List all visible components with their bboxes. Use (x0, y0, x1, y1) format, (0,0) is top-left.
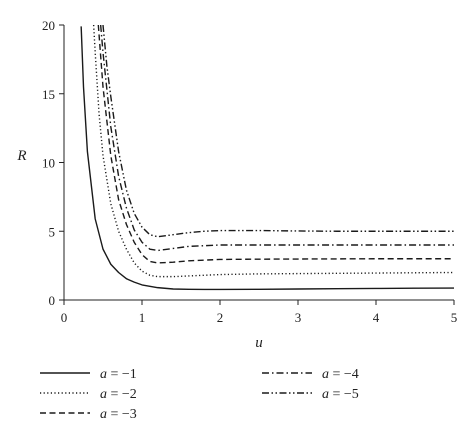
y-tick-label: 10 (42, 156, 55, 171)
legend-item-5: a = −5 (262, 387, 359, 402)
legend-item-4: a = −4 (262, 367, 359, 382)
x-tick-label: 0 (61, 310, 68, 325)
x-tick-label: 3 (295, 310, 302, 325)
legend-label: a = −1 (100, 367, 137, 382)
y-ticks: 0 5 10 15 20 (42, 18, 64, 308)
x-axis-label: u (255, 335, 263, 351)
series-line-1 (80, 26, 455, 291)
y-tick-label: 15 (42, 87, 55, 102)
legend-item-3: a = −3 (40, 407, 137, 422)
series-line-4 (99, 25, 454, 252)
x-ticks: 0 1 2 3 4 5 (61, 300, 458, 325)
series-line-3 (97, 25, 454, 264)
legend-label: a = −3 (100, 407, 137, 422)
y-axis-label: R (16, 148, 26, 164)
plot-area: 0 1 2 3 4 5 0 5 10 15 20 (42, 18, 457, 325)
x-tick-label: 2 (217, 310, 224, 325)
legend-item-2: a = −2 (40, 387, 137, 402)
legend-label: a = −2 (100, 387, 137, 402)
series-line-2 (92, 25, 455, 278)
legend: a = −1 a = −2 a = −3 a = −4 a = −5 (40, 367, 359, 422)
x-tick-label: 4 (373, 310, 380, 325)
series-line-5 (102, 25, 454, 238)
y-tick-label: 5 (49, 224, 56, 239)
legend-label: a = −4 (322, 367, 359, 382)
legend-label: a = −5 (322, 387, 359, 402)
x-tick-label: 5 (451, 310, 458, 325)
y-tick-label: 20 (42, 18, 55, 33)
legend-item-1: a = −1 (40, 367, 137, 382)
series-lines (80, 25, 455, 291)
x-tick-label: 1 (139, 310, 146, 325)
y-tick-label: 0 (49, 293, 56, 308)
